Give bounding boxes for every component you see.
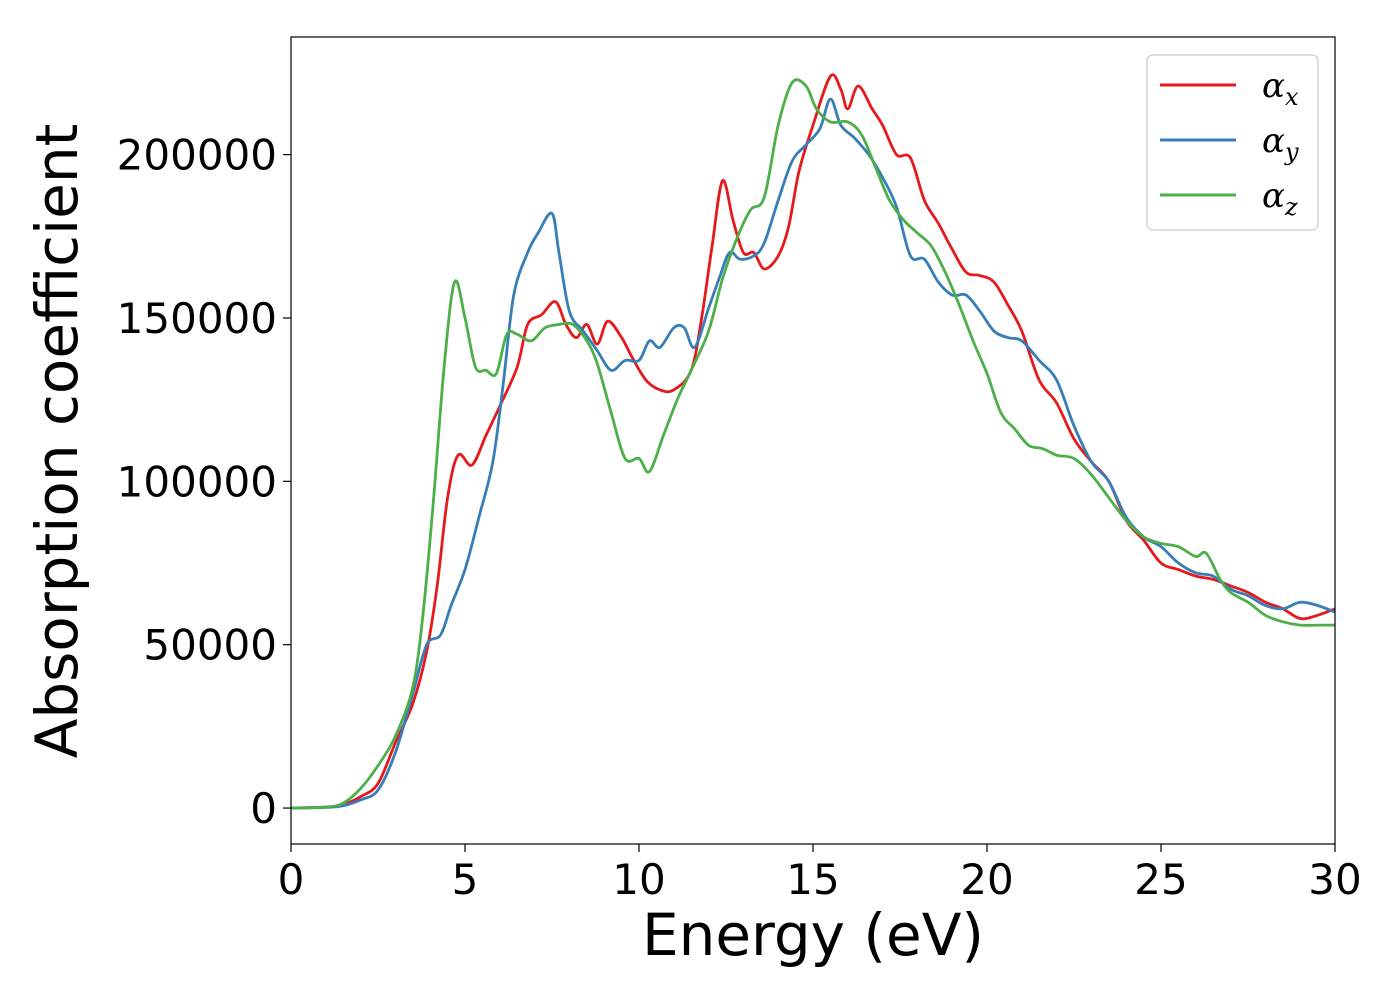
x-axis: 0 5 10 15 20 25 30 [278, 844, 1362, 904]
y-axis: 0 50000 100000 150000 200000 [117, 131, 291, 833]
x-tick-label: 25 [1134, 855, 1187, 904]
series-layer [291, 73, 1335, 810]
x-axis-title: Energy (eV) [642, 901, 984, 969]
legend-box [1146, 54, 1319, 231]
y-tick-label: 150000 [117, 294, 277, 343]
y-tick-label: 50000 [143, 621, 277, 670]
x-tick-label: 0 [278, 855, 305, 904]
y-tick-label: 200000 [117, 131, 277, 180]
x-tick-label: 10 [612, 855, 665, 904]
y-tick-label: 100000 [117, 457, 277, 506]
y-axis-title: Absorption coefficient [23, 124, 91, 759]
x-tick-label: 20 [960, 855, 1013, 904]
legend-label-alpha-x: αx [1262, 66, 1299, 111]
series-line-alpha-y [291, 97, 1335, 810]
x-tick-label: 5 [452, 855, 479, 904]
legend-label-alpha-y: αy [1262, 121, 1299, 166]
series-line-alpha-z [291, 78, 1335, 810]
x-tick-label: 15 [786, 855, 839, 904]
x-tick-label: 30 [1308, 855, 1361, 904]
y-tick-label: 0 [250, 784, 277, 833]
